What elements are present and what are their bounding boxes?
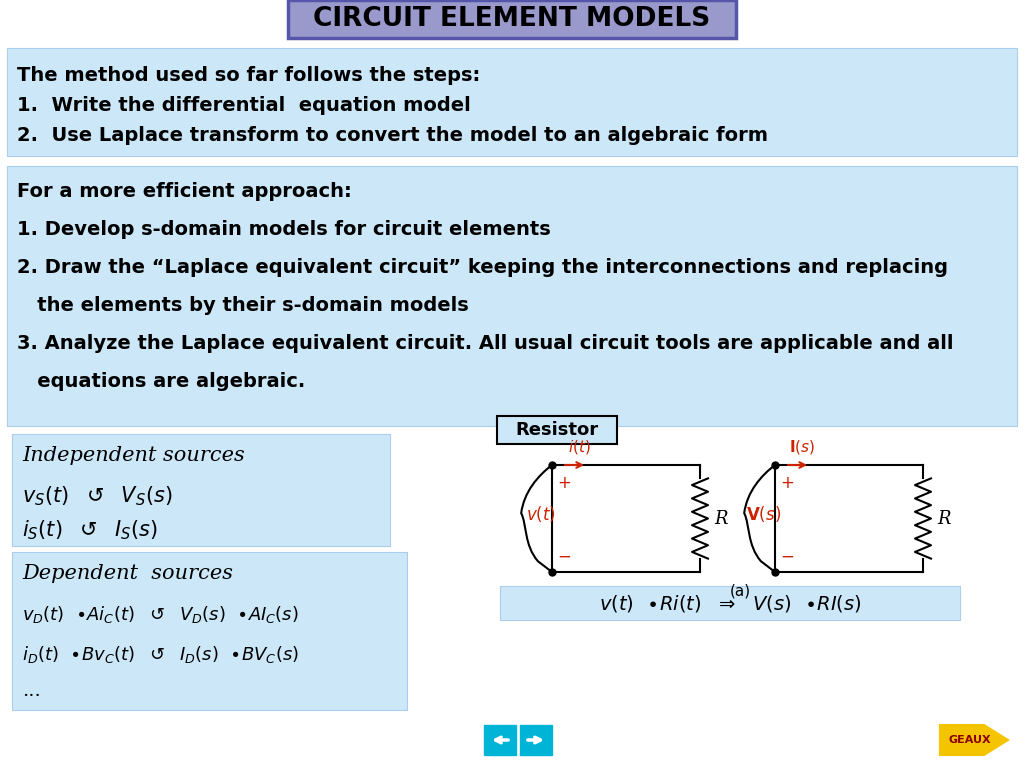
Text: $\mathbf{I}(s)$: $\mathbf{I}(s)$ xyxy=(790,438,815,456)
Bar xyxy=(497,416,617,444)
Text: 1.  Write the differential  equation model: 1. Write the differential equation model xyxy=(17,96,471,115)
Text: +: + xyxy=(780,474,794,492)
Bar xyxy=(520,725,552,755)
Text: Resistor: Resistor xyxy=(515,421,599,439)
Text: 3. Analyze the Laplace equivalent circuit. All usual circuit tools are applicabl: 3. Analyze the Laplace equivalent circui… xyxy=(17,334,953,353)
Bar xyxy=(7,48,1017,156)
Text: $v(t)$: $v(t)$ xyxy=(526,504,556,524)
Text: Dependent  sources: Dependent sources xyxy=(22,564,233,583)
Text: CIRCUIT ELEMENT MODELS: CIRCUIT ELEMENT MODELS xyxy=(313,6,711,32)
Text: 2. Draw the “Laplace equivalent circuit” keeping the interconnections and replac: 2. Draw the “Laplace equivalent circuit”… xyxy=(17,258,948,277)
Text: $i(t)$: $i(t)$ xyxy=(568,438,591,456)
Text: Independent sources: Independent sources xyxy=(22,446,245,465)
Bar xyxy=(288,0,736,38)
Text: −: − xyxy=(780,548,794,566)
Text: $v_S(t)$  $\circlearrowleft$  $V_S(s)$: $v_S(t)$ $\circlearrowleft$ $V_S(s)$ xyxy=(22,484,172,508)
Text: $v_D(t)$  $\bullet Ai_C(t)$  $\circlearrowleft$  $V_D(s)$  $\bullet AI_C(s)$: $v_D(t)$ $\bullet Ai_C(t)$ $\circlearrow… xyxy=(22,604,299,625)
FancyArrow shape xyxy=(940,725,1008,755)
Bar xyxy=(500,586,961,620)
Text: GEAUX: GEAUX xyxy=(948,735,991,745)
Bar xyxy=(12,434,390,546)
PathPatch shape xyxy=(521,465,552,572)
Text: (a): (a) xyxy=(729,583,751,598)
Bar xyxy=(7,166,1017,426)
Text: For a more efficient approach:: For a more efficient approach: xyxy=(17,182,352,201)
Text: $\mathbf{V}(s)$: $\mathbf{V}(s)$ xyxy=(746,504,781,524)
Text: $i_S(t)$  $\circlearrowleft$  $I_S(s)$: $i_S(t)$ $\circlearrowleft$ $I_S(s)$ xyxy=(22,518,158,541)
Text: equations are algebraic.: equations are algebraic. xyxy=(17,372,305,391)
Text: R: R xyxy=(937,509,950,528)
Text: $i_D(t)$  $\bullet Bv_C(t)$  $\circlearrowleft$  $I_D(s)$  $\bullet BV_C(s)$: $i_D(t)$ $\bullet Bv_C(t)$ $\circlearrow… xyxy=(22,644,299,665)
Text: 2.  Use Laplace transform to convert the model to an algebraic form: 2. Use Laplace transform to convert the … xyxy=(17,126,768,145)
Text: the elements by their s-domain models: the elements by their s-domain models xyxy=(17,296,469,315)
Text: −: − xyxy=(557,548,570,566)
Text: ...: ... xyxy=(22,682,41,700)
Text: $v(t)$  $\bullet$$Ri(t)$  $\Rightarrow$  $V(s)$  $\bullet$$RI(s)$: $v(t)$ $\bullet$$Ri(t)$ $\Rightarrow$ $V… xyxy=(599,592,861,614)
Bar xyxy=(12,552,407,710)
Text: 1. Develop s-domain models for circuit elements: 1. Develop s-domain models for circuit e… xyxy=(17,220,551,239)
Text: R: R xyxy=(714,509,727,528)
Text: +: + xyxy=(557,474,570,492)
Bar xyxy=(484,725,516,755)
PathPatch shape xyxy=(744,465,775,572)
Text: The method used so far follows the steps:: The method used so far follows the steps… xyxy=(17,66,480,85)
